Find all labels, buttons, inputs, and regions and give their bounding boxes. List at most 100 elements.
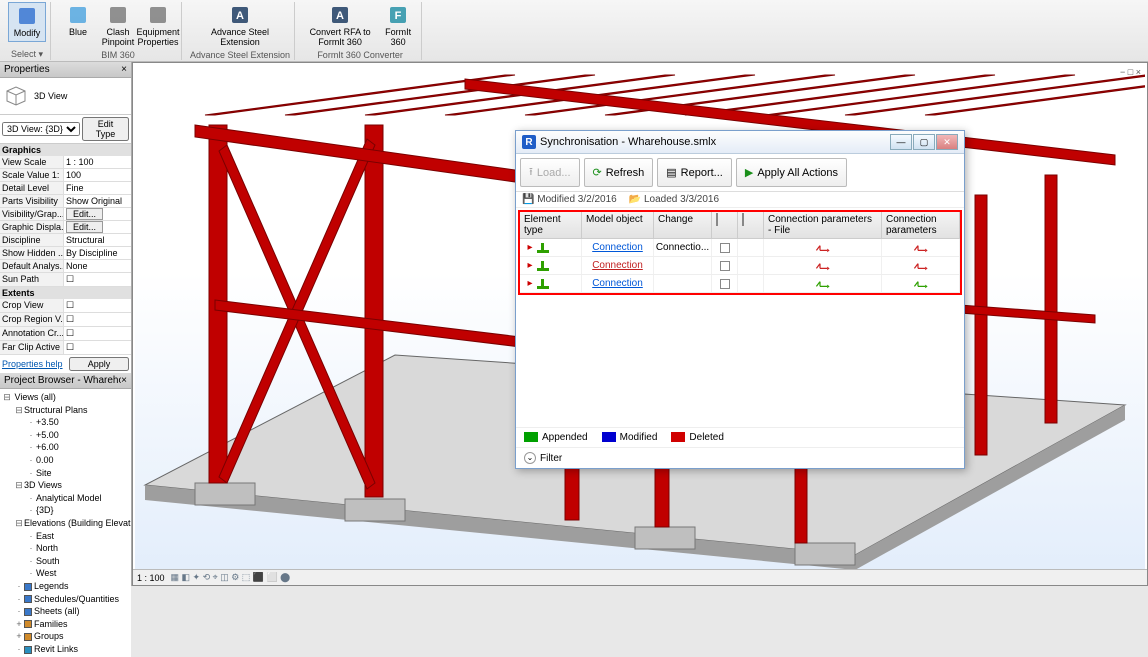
property-row[interactable]: Default Analys...None — [0, 260, 131, 273]
ribbon-button[interactable]: AConvert RFA to FormIt 360 — [303, 2, 377, 50]
tree-node[interactable]: ·Sheets (all) — [14, 605, 129, 618]
property-row[interactable]: Graphic Displa...Edit... — [0, 221, 131, 234]
properties-title[interactable]: Properties × — [0, 62, 131, 78]
ribbon-button[interactable]: FFormIt 360 — [379, 2, 417, 50]
property-row[interactable]: Crop View☐ — [0, 299, 131, 313]
property-value[interactable]: ☐ — [64, 341, 131, 354]
properties-apply-button[interactable]: Apply — [69, 357, 129, 371]
dialog-minimize-button[interactable]: — — [890, 134, 912, 150]
tree-leaf[interactable]: ·0.00 — [26, 454, 129, 467]
property-value[interactable]: Show Original — [64, 195, 131, 207]
property-row[interactable]: Show Hidden ...By Discipline — [0, 247, 131, 260]
ribbon-button[interactable]: Equipment Properties — [139, 2, 177, 50]
property-value[interactable]: Edit... — [64, 208, 131, 220]
view-control-icons[interactable]: ▦ ◧ ✦ ⟲ ⌖ ◫ ⚙ ⬚ ⬛ ⬜ ⬤ — [171, 572, 291, 583]
snow-icon — [67, 4, 89, 26]
properties-help-link[interactable]: Properties help — [0, 357, 65, 371]
project-browser-title-label: Project Browser - Wharehouse.rvt — [4, 375, 121, 386]
ribbon-button-label: Blue — [69, 28, 87, 38]
tree-leaf[interactable]: ·East — [26, 530, 129, 543]
tree-node[interactable]: ·Schedules/Quantities — [14, 593, 129, 606]
project-browser-close-icon[interactable]: × — [121, 375, 127, 386]
grid-column-header[interactable]: Change — [654, 212, 712, 238]
tree-node[interactable]: ·Legends — [14, 580, 129, 593]
grid-row[interactable]: ▸Connection — [520, 257, 960, 275]
tree-leaf[interactable]: ·+5.00 — [26, 429, 129, 442]
property-value[interactable]: ☐ — [64, 273, 131, 286]
load-button[interactable]: ⭱Load... — [520, 158, 580, 187]
view-scale-label: 1 : 100 — [137, 573, 165, 583]
property-value[interactable]: Edit... — [64, 221, 131, 233]
tree-node[interactable]: ⊟3D Views — [14, 479, 129, 492]
ribbon-group-label: FormIt 360 Converter — [317, 50, 403, 60]
report-button[interactable]: ▤Report... — [657, 158, 732, 187]
tree-node[interactable]: +Groups — [14, 630, 129, 643]
property-value[interactable]: ☐ — [64, 327, 131, 340]
ribbon-button[interactable]: Modify — [8, 2, 46, 42]
property-row[interactable]: DisciplineStructural — [0, 234, 131, 247]
apply-all-button[interactable]: ▶Apply All Actions — [736, 158, 847, 187]
property-key: Sun Path — [0, 273, 64, 286]
loaded-label: Loaded 3/3/2016 — [644, 194, 719, 205]
property-value[interactable]: None — [64, 260, 131, 272]
svg-text:A: A — [336, 10, 344, 22]
tree-leaf[interactable]: ·{3D} — [26, 504, 129, 517]
dialog-legend: AppendedModifiedDeleted — [516, 427, 964, 447]
property-value[interactable]: Fine — [64, 182, 131, 194]
property-value[interactable]: Structural — [64, 234, 131, 246]
grid-row[interactable]: ▸Connection — [520, 275, 960, 293]
property-row[interactable]: Annotation Cr...☐ — [0, 327, 131, 341]
tree-node[interactable]: +Families — [14, 618, 129, 631]
tree-leaf[interactable]: ·+3.50 — [26, 416, 129, 429]
dialog-titlebar[interactable]: R Synchronisation - Wharehouse.smlx — ▢ … — [516, 131, 964, 154]
grid-column-header[interactable] — [712, 212, 738, 238]
ribbon-group: ModifySelect ▾ — [4, 2, 51, 60]
grid-column-header[interactable]: Connection parameters — [882, 212, 960, 238]
ribbon-button[interactable]: Clash Pinpoint — [99, 2, 137, 50]
grid-column-header[interactable]: Model object — [582, 212, 654, 238]
property-row[interactable]: Parts VisibilityShow Original — [0, 195, 131, 208]
property-row[interactable]: Crop Region V...☐ — [0, 313, 131, 327]
tree-leaf[interactable]: ·+6.00 — [26, 441, 129, 454]
property-row[interactable]: Sun Path☐ — [0, 273, 131, 287]
properties-type-selector[interactable]: 3D View — [0, 78, 131, 115]
property-value[interactable]: ☐ — [64, 313, 131, 326]
property-value[interactable]: ☐ — [64, 299, 131, 312]
project-browser-tree[interactable]: ⊟ Views (all)⊟Structural Plans·+3.50·+5.… — [0, 389, 131, 657]
tree-leaf[interactable]: ·South — [26, 555, 129, 568]
project-browser-title[interactable]: Project Browser - Wharehouse.rvt × — [0, 373, 131, 389]
grid-row[interactable]: ▸ConnectionConnectio... — [520, 239, 960, 257]
grid-column-header[interactable] — [738, 212, 764, 238]
property-value[interactable]: By Discipline — [64, 247, 131, 259]
tree-node[interactable]: ⊟Structural Plans — [14, 404, 129, 417]
ribbon-button[interactable]: Blue — [59, 2, 97, 50]
dialog-filter[interactable]: ⌄ Filter — [516, 447, 964, 468]
property-row[interactable]: Visibility/Grap...Edit... — [0, 208, 131, 221]
tree-node[interactable]: ⊟Elevations (Building Elevation) — [14, 517, 129, 530]
tree-leaf[interactable]: ·West — [26, 567, 129, 580]
fan-icon — [147, 4, 169, 26]
dialog-close-button[interactable]: ✕ — [936, 134, 958, 150]
tree-leaf[interactable]: ·Analytical Model — [26, 492, 129, 505]
dialog-title-label: Synchronisation - Wharehouse.smlx — [540, 136, 716, 148]
refresh-button[interactable]: ⟳Refresh — [584, 158, 654, 187]
property-row[interactable]: Far Clip Active☐ — [0, 341, 131, 355]
property-value[interactable]: 100 — [64, 169, 131, 181]
properties-close-icon[interactable]: × — [121, 64, 127, 75]
grid-column-header[interactable]: Element type — [520, 212, 582, 238]
dialog-maximize-button[interactable]: ▢ — [913, 134, 935, 150]
properties-instance-selector[interactable]: 3D View: {3D} — [2, 122, 80, 136]
tree-leaf[interactable]: ·North — [26, 542, 129, 555]
property-row[interactable]: Scale Value 1:100 — [0, 169, 131, 182]
tree-node[interactable]: ·Revit Links — [14, 643, 129, 656]
view-status-bar[interactable]: 1 : 100 ▦ ◧ ✦ ⟲ ⌖ ◫ ⚙ ⬚ ⬛ ⬜ ⬤ — [133, 569, 1147, 585]
property-row[interactable]: Detail LevelFine — [0, 182, 131, 195]
grid-column-header[interactable]: Connection parameters - File — [764, 212, 882, 238]
property-value[interactable]: 1 : 100 — [64, 156, 131, 168]
ribbon-button[interactable]: AAdvance Steel Extension — [203, 2, 277, 50]
tree-root[interactable]: ⊟ Views (all) — [2, 391, 129, 404]
dialog-info-bar: 💾 Modified 3/2/2016 📂 Loaded 3/3/2016 — [516, 192, 964, 208]
tree-leaf[interactable]: ·Site — [26, 467, 129, 480]
edit-type-button[interactable]: Edit Type — [82, 117, 129, 141]
property-row[interactable]: View Scale1 : 100 — [0, 156, 131, 169]
